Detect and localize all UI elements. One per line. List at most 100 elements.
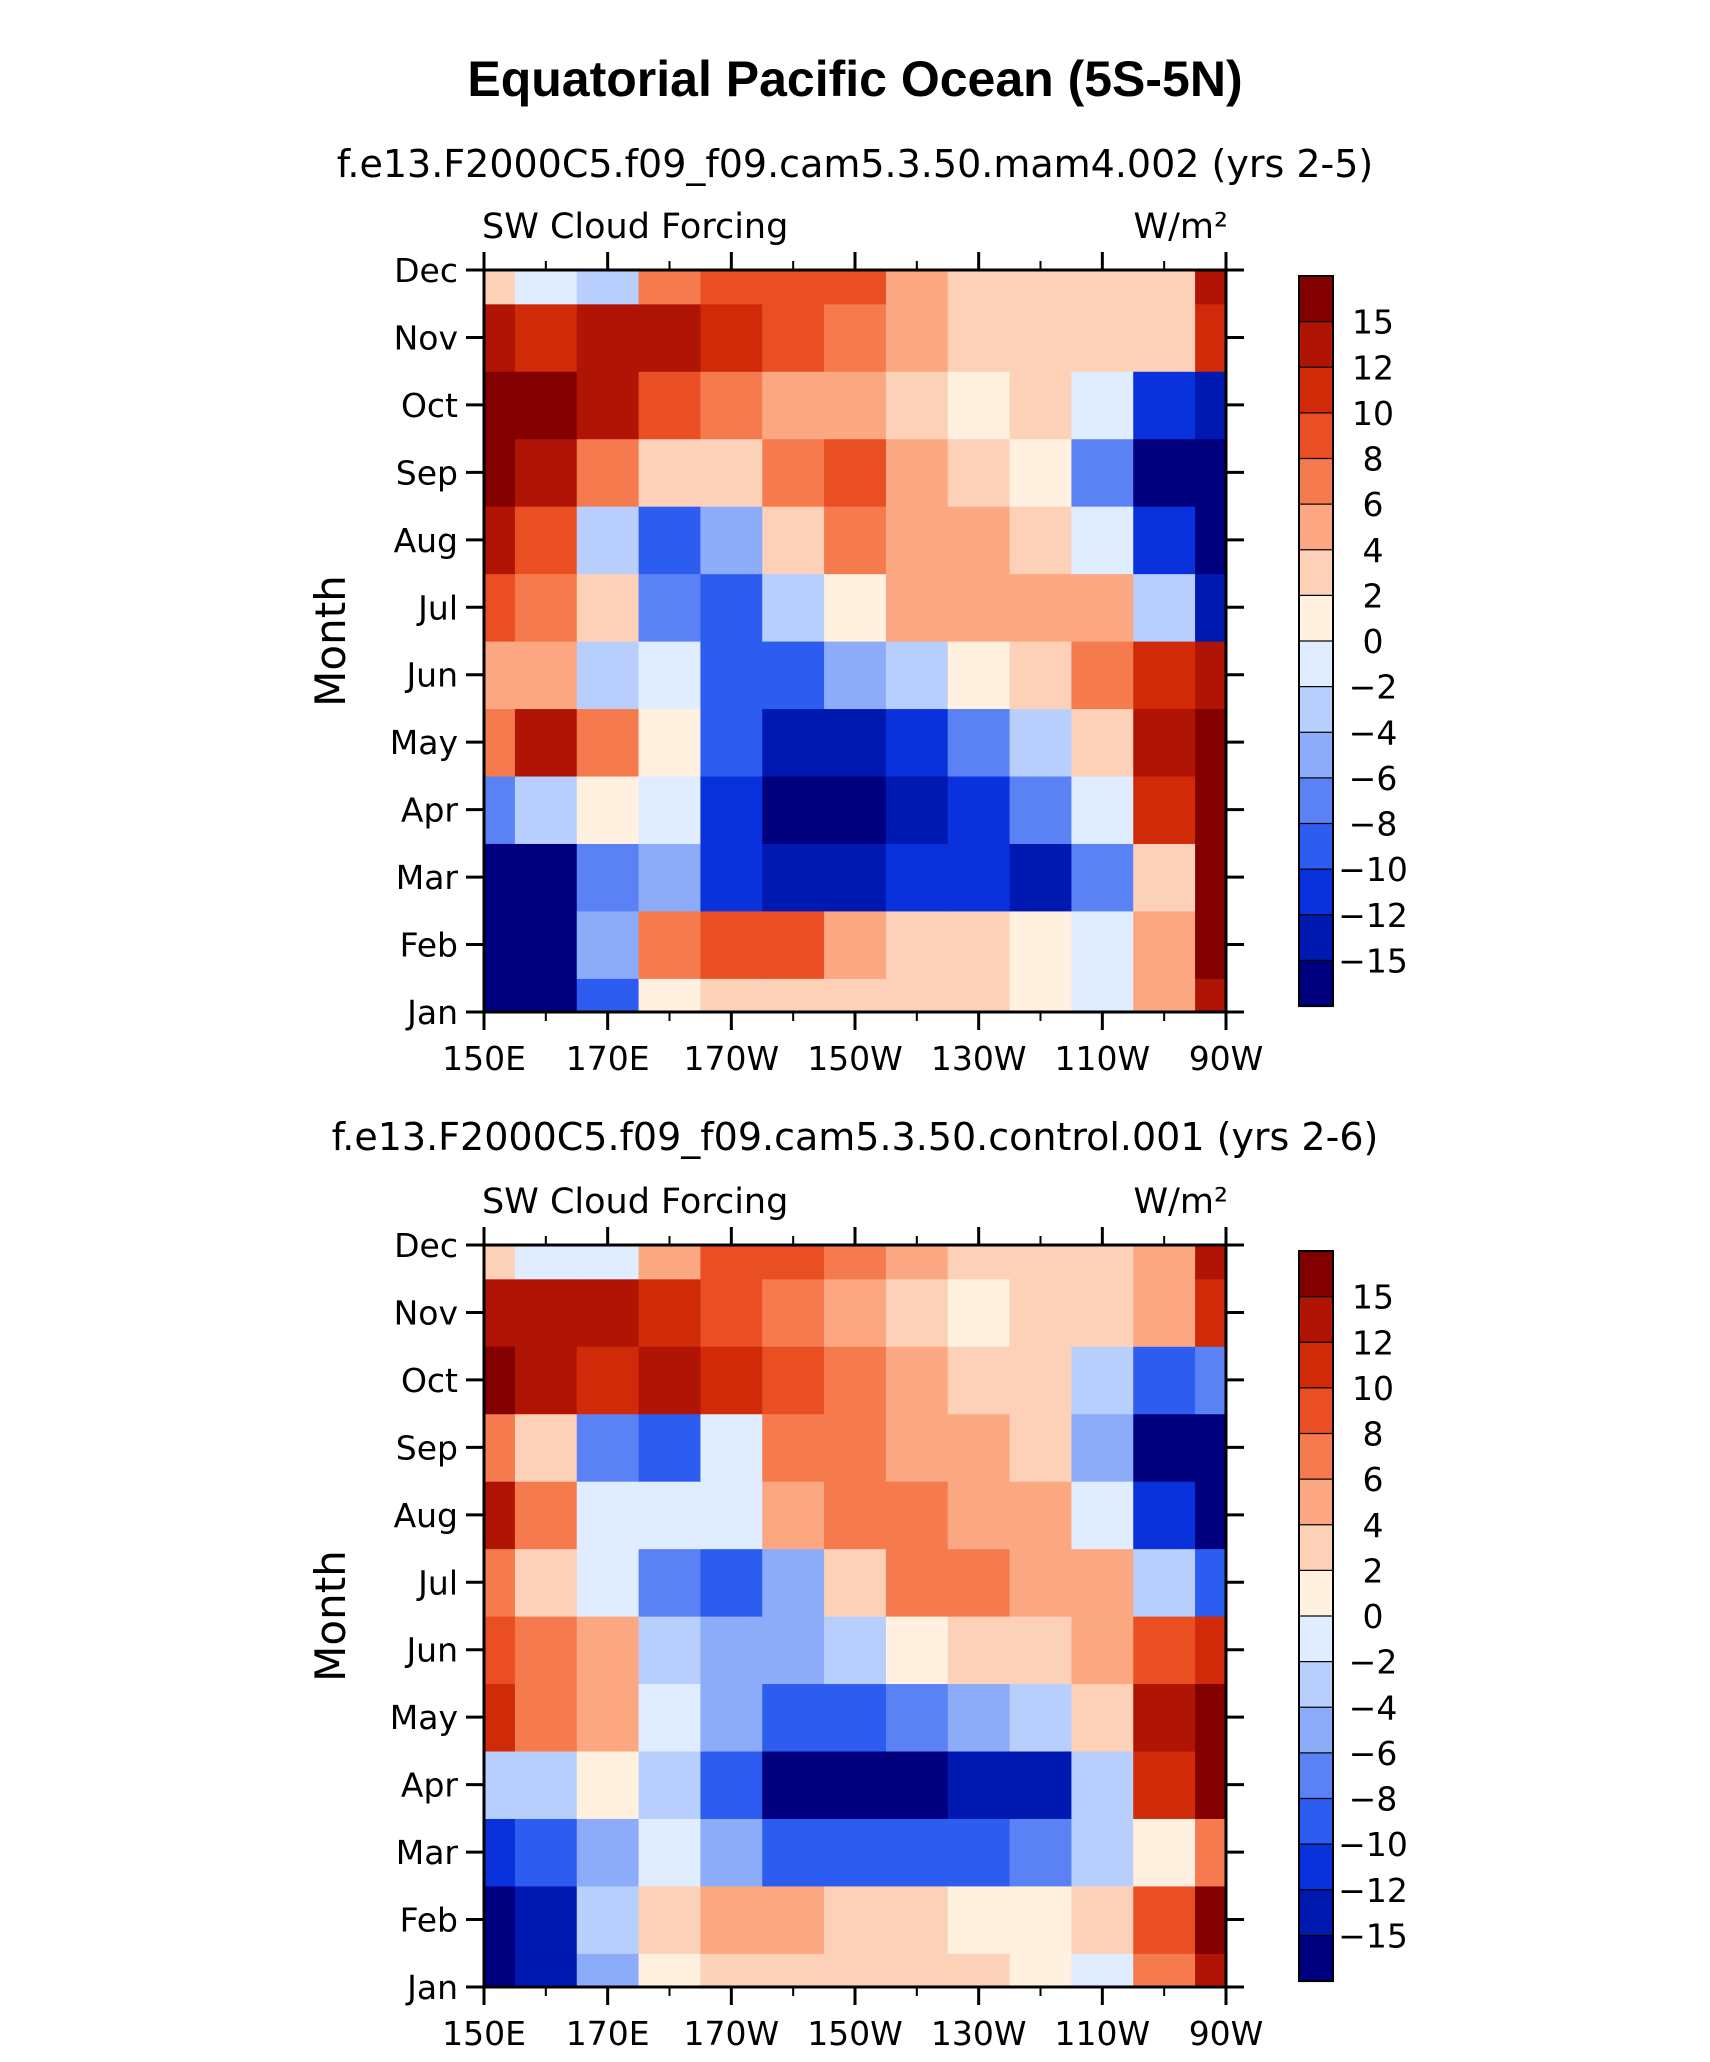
heatmap-cell	[762, 506, 825, 575]
x-tick-label: 110W	[1055, 1039, 1151, 1078]
heatmap-cell	[762, 1616, 825, 1685]
colorbar-label: −12	[1338, 896, 1408, 935]
heatmap-cell	[947, 1616, 1011, 1685]
colorbar-box	[1298, 594, 1334, 643]
heatmap-cell	[1009, 371, 1073, 440]
heatmap-cell	[824, 843, 887, 912]
heatmap-cell	[824, 708, 887, 777]
heatmap-cell	[514, 708, 578, 777]
heatmap-cell	[762, 573, 825, 642]
heatmap-cell	[947, 1413, 1011, 1482]
colorbar-label: −15	[1338, 941, 1408, 980]
heatmap-cell	[638, 910, 702, 979]
heatmap-cell	[484, 641, 516, 710]
heatmap-cell	[514, 1616, 578, 1685]
heatmap-cell	[1133, 978, 1196, 1013]
heatmap-cell	[484, 1548, 516, 1617]
heatmap-cell	[824, 371, 887, 440]
heatmap-cell	[1133, 438, 1196, 507]
y-axis-title: Month	[306, 575, 355, 707]
colorbar-box	[1298, 412, 1334, 460]
heatmap-cell	[762, 303, 825, 372]
heatmap-cell	[824, 1346, 887, 1415]
x-tick-label: 110W	[1055, 2014, 1151, 2053]
heatmap-cell	[638, 371, 702, 440]
heatmap-cell	[514, 1818, 578, 1887]
heatmap-cell	[1195, 978, 1227, 1013]
x-tick-label: 130W	[931, 2014, 1027, 2053]
variable-label: SW Cloud Forcing	[482, 1182, 788, 1222]
heatmap-cell	[1195, 1885, 1227, 1954]
colorbar-label: −6	[1349, 1734, 1398, 1773]
heatmap-cell	[576, 910, 640, 979]
colorbar-box	[1298, 868, 1334, 916]
y-tick-label: Apr	[401, 1766, 459, 1805]
heatmap-cell	[1133, 270, 1196, 305]
heatmap-cell	[638, 573, 702, 642]
colorbar-box	[1298, 731, 1334, 779]
heatmap-cell	[700, 371, 763, 440]
heatmap-cell	[1071, 1346, 1134, 1415]
heatmap-cell	[576, 1750, 640, 1819]
heatmap-cell	[762, 1953, 825, 1988]
heatmap-cell	[1009, 1278, 1073, 1347]
colorbar-label: −12	[1338, 1871, 1408, 1910]
heatmap-cell	[700, 1346, 763, 1415]
heatmap-cell	[1071, 641, 1134, 710]
heatmap-cell	[1133, 371, 1196, 440]
heatmap-cell	[947, 978, 1011, 1013]
colorbar-box	[1298, 366, 1334, 414]
heatmap-cell	[762, 1346, 825, 1415]
y-tick-label: Apr	[401, 791, 459, 830]
heatmap-cell	[638, 1245, 702, 1280]
heatmap-cell	[700, 573, 763, 642]
colorbar-label: 2	[1363, 576, 1384, 615]
y-tick-label: Jan	[405, 1968, 458, 2007]
heatmap-cell	[514, 910, 578, 979]
panel-title: f.e13.F2000C5.f09_f09.cam5.3.50.control.…	[332, 1115, 1379, 1159]
heatmap-cell	[700, 1548, 763, 1617]
heatmap-cell	[1195, 1953, 1227, 1988]
variable-label: SW Cloud Forcing	[482, 207, 788, 247]
heatmap-cell	[1071, 438, 1134, 507]
heatmap-cell	[484, 1750, 516, 1819]
heatmap-cell	[1133, 1683, 1196, 1752]
heatmap-cell	[576, 506, 640, 575]
heatmap-cell	[1195, 708, 1227, 777]
heatmap-cell	[1195, 1346, 1227, 1415]
heatmap-cell	[824, 438, 887, 507]
heatmap-cell	[484, 1616, 516, 1685]
heatmap-cell	[484, 1683, 516, 1752]
heatmap-cell	[484, 1346, 516, 1415]
heatmap-cell	[824, 303, 887, 372]
heatmap-cell	[947, 910, 1011, 979]
heatmap-cell	[762, 1548, 825, 1617]
heatmap-cell	[514, 641, 578, 710]
heatmap-cell	[1009, 438, 1073, 507]
heatmap-cell	[484, 775, 516, 844]
colorbar-box	[1298, 1843, 1334, 1891]
heatmap-cell	[885, 1616, 949, 1685]
heatmap-cell	[484, 1953, 516, 1988]
colorbar-box	[1298, 1797, 1334, 1846]
x-tick-label: 150E	[442, 2014, 526, 2053]
colorbar-box	[1298, 549, 1334, 597]
heatmap-cell	[638, 506, 702, 575]
heatmap-cell	[762, 1818, 825, 1887]
heatmap-cell	[762, 1245, 825, 1280]
heatmap-cell	[514, 573, 578, 642]
heatmap-cell	[1195, 371, 1227, 440]
heatmap-cell	[762, 1683, 825, 1752]
heatmap-cell	[1195, 1413, 1227, 1482]
heatmap-cell	[576, 573, 640, 642]
heatmap-cell	[484, 708, 516, 777]
heatmap-cell	[576, 270, 640, 305]
heatmap-cell	[885, 1346, 949, 1415]
heatmap-cell	[1071, 910, 1134, 979]
y-tick-label: Feb	[400, 1901, 458, 1940]
heatmap-cell	[1195, 270, 1227, 305]
y-tick-label: Aug	[394, 1496, 458, 1535]
heatmap-cell	[1133, 1245, 1196, 1280]
heatmap-cell	[638, 978, 702, 1013]
